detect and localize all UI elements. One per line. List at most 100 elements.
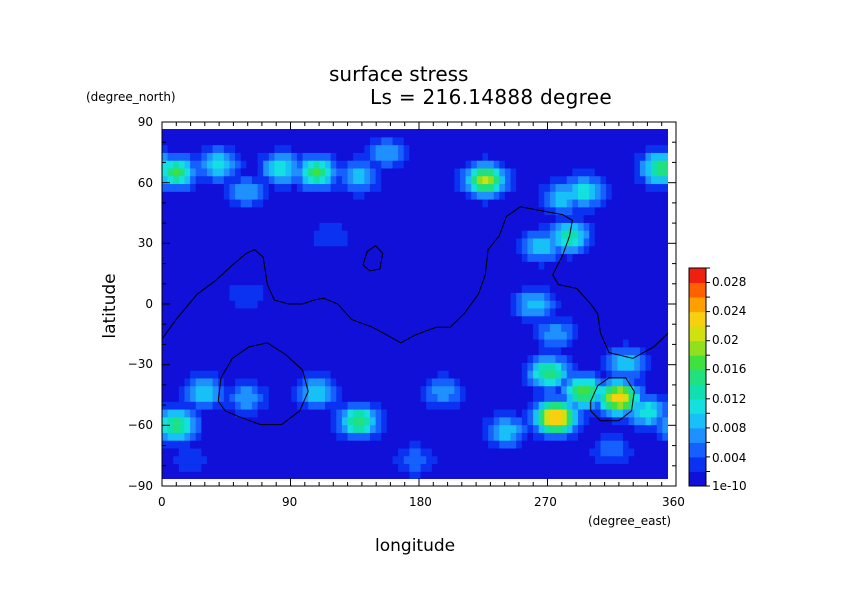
heat-cell <box>431 385 439 395</box>
heat-cell <box>218 129 225 138</box>
heat-cell <box>583 307 590 317</box>
heat-cell <box>274 424 281 433</box>
heat-cell <box>358 331 365 340</box>
heat-cell <box>544 129 551 138</box>
heat-cell <box>341 346 349 356</box>
heat-cell <box>251 199 259 208</box>
heat-cell <box>381 276 388 286</box>
heat-cell <box>623 315 630 325</box>
heat-cell <box>493 471 500 479</box>
heat-cell <box>223 245 231 255</box>
heat-cell <box>386 370 394 379</box>
heat-cell <box>274 401 281 410</box>
heat-cell <box>246 315 253 325</box>
y-tick-label: 0 <box>145 297 153 311</box>
heat-cell <box>589 447 596 457</box>
heat-cell <box>353 362 360 371</box>
heat-cell <box>280 191 287 200</box>
heat-cell <box>662 300 668 309</box>
heat-cell <box>594 144 602 153</box>
heat-cell <box>403 152 410 161</box>
heat-cell <box>589 222 596 231</box>
heat-cell <box>437 315 444 325</box>
heat-cell <box>235 245 242 255</box>
heat-cell <box>465 440 472 449</box>
heat-cell <box>167 222 174 231</box>
heat-cell <box>578 370 585 379</box>
heat-cell <box>308 129 315 138</box>
heat-cell <box>634 129 641 138</box>
heat-cell <box>403 432 410 441</box>
heat-cell <box>510 471 517 479</box>
heat-cell <box>313 237 321 247</box>
heat-cell <box>251 269 259 278</box>
heat-cell <box>465 144 472 153</box>
heat-cell <box>521 276 529 286</box>
heat-cell <box>448 237 455 247</box>
heat-cell <box>651 440 658 449</box>
heat-cell <box>302 362 309 371</box>
heat-cell <box>499 152 506 161</box>
heat-cell <box>504 199 512 208</box>
heat-cell <box>263 245 270 255</box>
heat-cell <box>645 393 652 402</box>
heat-cell <box>628 323 635 332</box>
heat-cell <box>533 315 540 325</box>
heat-cell <box>302 471 309 479</box>
heat-cell <box>240 129 247 138</box>
heat-cell <box>223 144 231 153</box>
heat-cell <box>420 432 427 441</box>
heat-cell <box>482 261 489 270</box>
heat-cell <box>639 222 647 231</box>
heat-cell <box>381 424 388 433</box>
heat-cell <box>578 214 585 223</box>
heat-cell <box>302 269 309 278</box>
heat-cell <box>274 393 281 402</box>
heat-cell <box>572 447 579 457</box>
heat-cell <box>162 284 169 293</box>
heat-cell <box>341 261 349 270</box>
heat-cell <box>488 129 495 138</box>
heat-cell <box>223 346 231 356</box>
heat-cell <box>589 424 596 433</box>
heat-cell <box>544 144 551 153</box>
heat-cell <box>235 323 242 332</box>
heat-cell <box>504 152 512 161</box>
heat-cell <box>195 222 202 231</box>
heat-cell <box>426 152 433 161</box>
heat-cell <box>420 292 427 301</box>
heat-cell <box>173 175 180 185</box>
heat-cell <box>381 167 388 177</box>
heat-cell <box>448 354 455 363</box>
heat-cell <box>246 331 253 340</box>
heat-cell <box>375 440 382 449</box>
heat-cell <box>190 237 197 247</box>
heat-cell <box>611 315 618 325</box>
heat-cell <box>347 370 354 379</box>
heat-cell <box>594 245 602 255</box>
heat-cell <box>403 136 410 146</box>
heat-cell <box>499 129 506 138</box>
heat-cell <box>431 292 439 301</box>
heat-cell <box>341 269 349 278</box>
heat-cell <box>195 300 202 309</box>
heat-cell <box>611 432 618 441</box>
heat-cell <box>341 191 349 200</box>
heat-cell <box>240 416 247 426</box>
heat-cell <box>218 183 225 192</box>
heat-cell <box>594 447 602 457</box>
heat-cell <box>499 237 506 247</box>
heat-cell <box>459 377 467 387</box>
heat-cell <box>426 440 433 449</box>
heat-cell <box>471 261 478 270</box>
heat-cell <box>162 214 169 223</box>
heat-cell <box>201 401 208 410</box>
heat-cell <box>302 230 309 239</box>
heat-cell <box>482 346 489 356</box>
heat-cell <box>291 393 298 402</box>
heat-cell <box>195 292 202 301</box>
heat-cell <box>617 183 624 192</box>
heat-cell <box>415 385 422 395</box>
heat-cell <box>583 269 590 278</box>
heat-cell <box>167 167 174 177</box>
